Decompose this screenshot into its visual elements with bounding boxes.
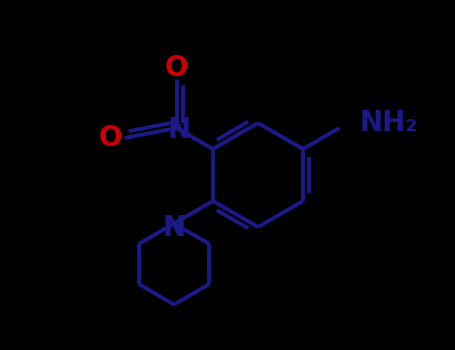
- Text: O: O: [165, 54, 188, 82]
- Text: N: N: [167, 116, 190, 144]
- Text: O: O: [99, 124, 122, 152]
- Text: NH₂: NH₂: [359, 109, 418, 137]
- Text: N: N: [162, 215, 186, 243]
